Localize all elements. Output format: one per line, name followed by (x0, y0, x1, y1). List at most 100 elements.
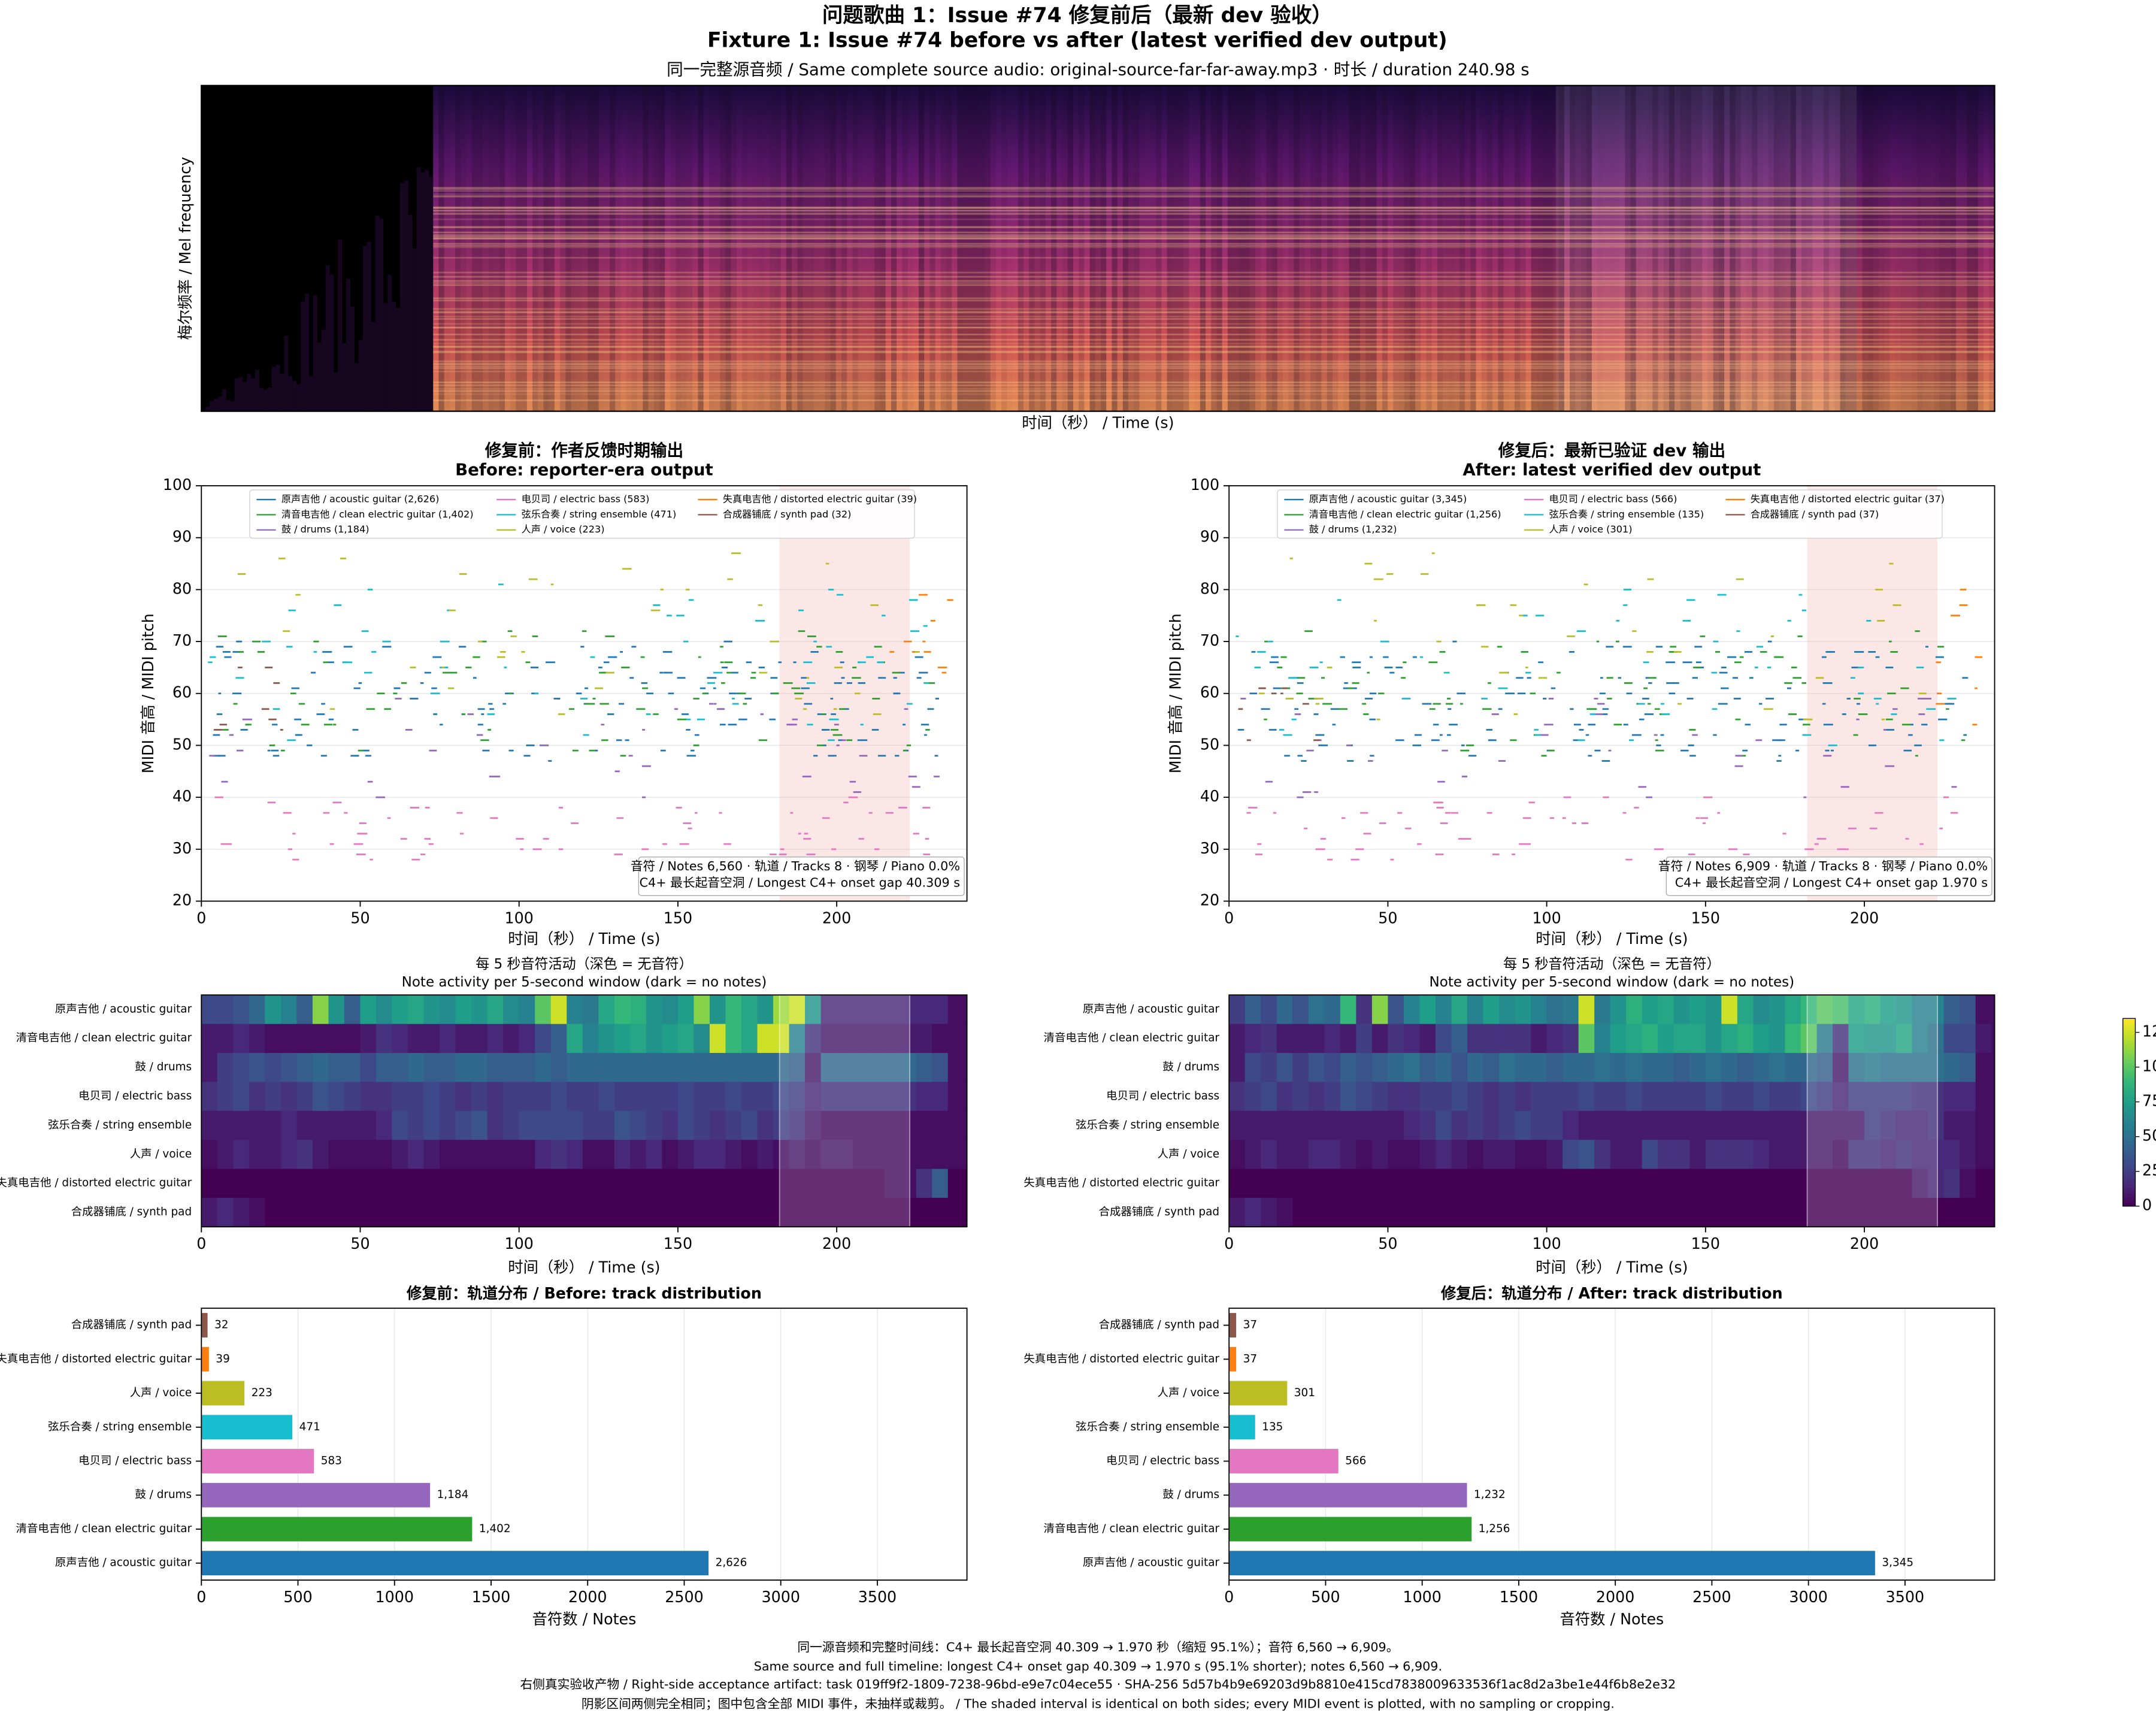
note-texture (495, 776, 500, 777)
heat-cell (598, 1197, 615, 1227)
spectrogram-column (1266, 85, 1272, 411)
heat-cell (265, 1169, 281, 1199)
shaded-interval (1807, 486, 1938, 901)
heat-cell (741, 1110, 758, 1140)
spectrogram-column (538, 85, 544, 411)
heat-cell (1531, 1052, 1548, 1083)
heat-cell (932, 1110, 949, 1140)
note-texture (770, 640, 779, 643)
y-tick-label: 40 (172, 787, 192, 805)
note-texture (224, 656, 232, 658)
spectrogram-column (957, 85, 963, 411)
note-texture (1512, 854, 1516, 855)
spectrogram-band (433, 213, 1995, 215)
note-texture (1900, 687, 1909, 689)
note-texture (1595, 713, 1603, 715)
colorbar-step (2122, 1103, 2136, 1107)
note-texture (1853, 734, 1858, 736)
note-texture (1713, 640, 1719, 643)
heat-cell (757, 1052, 774, 1083)
heat-cell (1960, 995, 1976, 1025)
note-texture (1428, 661, 1438, 664)
spectrogram-band (433, 365, 1995, 368)
spectrogram-column (1122, 85, 1129, 411)
note-texture (693, 698, 700, 700)
note-texture (222, 651, 231, 653)
note-texture (323, 724, 333, 726)
heat-cell (1261, 995, 1277, 1025)
heat-cell (1403, 1140, 1421, 1170)
heat-cell (725, 1140, 742, 1170)
heat-cell (1435, 1082, 1452, 1112)
spectrogram-column (1978, 85, 1984, 411)
note-texture (1700, 817, 1708, 819)
note-texture (411, 858, 420, 861)
note-texture (1648, 677, 1657, 679)
note-texture (1302, 703, 1309, 705)
note-texture (1624, 682, 1633, 684)
heat-cell (1816, 1197, 1833, 1227)
heat-cell (1308, 1082, 1325, 1112)
heat-cell (1912, 1140, 1928, 1170)
note-texture (1364, 562, 1373, 565)
heat-cell (1563, 1110, 1579, 1140)
spectrogram-column (753, 85, 759, 411)
spectrogram-column (1354, 85, 1361, 411)
spectrogram-column (1735, 85, 1741, 411)
heat-cell (1673, 1052, 1691, 1083)
note-texture (298, 703, 305, 705)
note-texture (1792, 677, 1801, 679)
note-texture (1875, 589, 1883, 591)
note-texture (1756, 646, 1764, 648)
note-texture (477, 708, 485, 710)
heat-cell (1578, 1082, 1595, 1112)
heat-cell (805, 1197, 822, 1227)
spectrogram-column (429, 177, 434, 411)
note-texture (367, 780, 373, 783)
note-texture (572, 749, 579, 752)
y-tick-label: 20 (172, 891, 192, 909)
x-tick-label: 0 (1224, 1234, 1234, 1252)
heat-cell (900, 1082, 917, 1112)
heat-cell (487, 1082, 504, 1112)
note-texture (496, 656, 505, 658)
heat-cell (1928, 995, 1945, 1025)
note-texture (1901, 724, 1911, 726)
spectrogram-column (792, 85, 798, 411)
note-texture (1505, 692, 1515, 695)
note-texture (813, 640, 817, 643)
heat-cell (1864, 1052, 1881, 1083)
heat-cell (440, 1169, 456, 1199)
heat-cell (1356, 1140, 1373, 1170)
heat-cell (1388, 1082, 1404, 1112)
spectrogram-column (1007, 85, 1013, 411)
note-texture (1887, 692, 1896, 695)
note-texture (1608, 749, 1612, 752)
spectrogram-column (1255, 85, 1261, 411)
note-texture (1946, 703, 1952, 705)
heat-cell (1960, 1169, 1976, 1199)
heat-cell (868, 1197, 885, 1227)
note-texture (1482, 708, 1492, 710)
y-tick-label: 清音电吉他 / clean electric guitar (1044, 1523, 1220, 1535)
note-texture (1521, 651, 1528, 653)
note-texture (1296, 692, 1303, 695)
spectrogram-column (714, 85, 720, 411)
heat-cell (1658, 1197, 1674, 1227)
note-texture (1571, 822, 1577, 824)
colorbar-step (2122, 1100, 2136, 1104)
x-tick-label: 200 (1850, 1234, 1879, 1252)
note-texture (217, 635, 227, 637)
note-texture (1297, 796, 1304, 798)
heat-cell (1371, 1110, 1389, 1140)
note-texture (1885, 729, 1894, 731)
heat-cell (440, 1197, 456, 1227)
heat-cell (1403, 1197, 1421, 1227)
heat-cell (868, 1110, 885, 1140)
heat-cell (1943, 1197, 1960, 1227)
heat-cell (280, 1082, 298, 1112)
note-texture (1602, 708, 1609, 710)
colorbar-step (2122, 1143, 2136, 1148)
note-texture (1527, 843, 1531, 845)
heat-cell (423, 1110, 440, 1140)
